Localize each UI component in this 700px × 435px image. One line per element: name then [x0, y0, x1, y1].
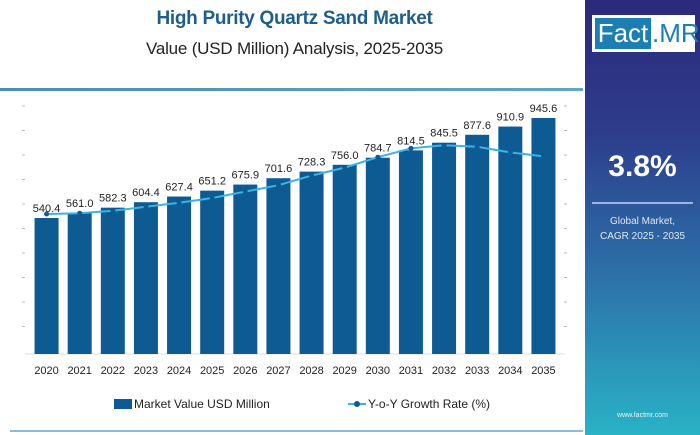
value-label-2035: 945.6	[530, 103, 558, 115]
bar-2022	[100, 207, 125, 354]
value-label-2029: 756.0	[331, 150, 359, 162]
value-label-2022: 582.3	[99, 193, 127, 205]
x-label-2021: 2021	[67, 365, 91, 377]
growth-dot-2028	[309, 173, 315, 179]
x-label-2024: 2024	[167, 365, 191, 377]
bar-2025	[200, 190, 225, 354]
cagr-value: 3.8%	[608, 150, 677, 183]
growth-dot-2021	[77, 210, 83, 216]
growth-dot-2022	[110, 208, 116, 214]
value-label-2034: 910.9	[497, 112, 525, 124]
value-labels-group: 540.4 561.0 582.3 604.4 627.4 651.2 675.9 701.6…	[33, 103, 557, 215]
x-label-2035: 2035	[531, 365, 555, 377]
growth-dot-2020	[44, 211, 50, 217]
x-label-2032: 2032	[432, 365, 456, 377]
website-url: www.factmr.com	[617, 412, 668, 419]
growth-dot-2034	[507, 149, 513, 155]
factmr-logo: Fact .MR	[592, 15, 700, 52]
value-label-2028: 728.3	[298, 157, 326, 169]
bar-2033	[465, 134, 490, 354]
bar-2024	[167, 196, 192, 354]
bar-2035	[531, 118, 556, 354]
left-axis-ticks	[22, 105, 25, 327]
legend-bar-swatch	[114, 399, 132, 409]
divider-top	[0, 88, 583, 91]
x-label-2025: 2025	[200, 365, 224, 377]
growth-dot-2035	[540, 153, 546, 159]
growth-dot-2027	[275, 182, 281, 188]
x-label-2020: 2020	[34, 365, 58, 377]
bar-2029	[332, 164, 357, 354]
cagr-label-line2: CAGR 2025 - 2035	[599, 231, 686, 242]
x-label-2031: 2031	[399, 365, 423, 377]
logo-mr-text: .MR	[652, 18, 700, 48]
chart-plot: 540.4 561.0 582.3 604.4 627.4 651.2 675.9 701.6…	[22, 103, 567, 377]
growth-dots-group	[44, 142, 546, 217]
bar-2026	[233, 184, 258, 354]
bar-2031	[398, 150, 423, 354]
growth-dot-2031	[408, 145, 414, 151]
growth-dot-2032	[441, 142, 447, 148]
bar-2034	[498, 126, 523, 354]
bar-2020	[34, 218, 59, 354]
cagr-label-line1: Global Market,	[609, 216, 676, 227]
right-axis-ticks	[564, 105, 567, 327]
logo-fact-text: Fact	[595, 18, 651, 49]
x-label-2027: 2027	[266, 365, 290, 377]
value-label-2026: 675.9	[232, 170, 260, 182]
x-label-2033: 2033	[465, 365, 489, 377]
growth-dot-2023	[143, 204, 149, 210]
bar-2027	[266, 178, 291, 354]
x-label-2029: 2029	[332, 365, 356, 377]
bar-2023	[133, 202, 158, 354]
bar-2030	[365, 157, 390, 354]
value-label-2024: 627.4	[165, 182, 193, 194]
value-label-2031: 814.5	[397, 135, 425, 147]
chart-frame: High Purity Quartz Sand Market Value (US…	[0, 8, 583, 432]
legend-line-label: Y-o-Y Growth Rate (%)	[368, 397, 491, 411]
value-label-2027: 701.6	[265, 163, 293, 175]
bars-group	[34, 118, 556, 354]
growth-dot-2026	[242, 189, 248, 195]
value-label-2021: 561.0	[66, 198, 94, 210]
value-label-2023: 604.4	[132, 187, 160, 199]
growth-dot-2033	[474, 144, 480, 150]
bar-2032	[432, 142, 457, 354]
bar-2028	[299, 171, 324, 354]
growth-dot-2024	[176, 200, 182, 206]
x-labels-group: 2020 2021 2022 2023 2024 2025 2026 2027 2028 2029…	[34, 365, 555, 377]
legend-bar-label: Market Value USD Million	[134, 397, 270, 411]
bar-2021	[67, 212, 92, 354]
growth-dot-2030	[375, 154, 381, 160]
growth-dot-2029	[342, 165, 348, 171]
legend-item-market-value: Market Value USD Million	[114, 397, 270, 411]
cagr-divider	[592, 202, 693, 204]
x-label-2028: 2028	[299, 365, 323, 377]
growth-dot-2025	[209, 195, 215, 201]
value-label-2025: 651.2	[198, 176, 226, 188]
cagr-label: Global Market, CAGR 2025 - 2035	[585, 214, 700, 244]
x-label-2034: 2034	[498, 365, 522, 377]
growth-rate-line	[46, 144, 544, 215]
x-label-2026: 2026	[233, 365, 257, 377]
legend-line-swatch	[348, 399, 366, 409]
x-label-2030: 2030	[366, 365, 390, 377]
x-label-2022: 2022	[101, 365, 125, 377]
x-label-2023: 2023	[134, 365, 158, 377]
divider-bottom	[10, 430, 583, 432]
side-panel	[585, 0, 700, 435]
value-label-2032: 845.5	[430, 128, 458, 140]
value-label-2020: 540.4	[33, 203, 61, 215]
chart-title: High Purity Quartz Sand Market	[156, 8, 433, 29]
legend-item-growth-rate: Y-o-Y Growth Rate (%)	[348, 397, 490, 411]
value-label-2033: 877.6	[463, 120, 491, 132]
chart-subtitle: Value (USD Million) Analysis, 2025-2035	[145, 39, 444, 58]
value-label-2030: 784.7	[364, 143, 392, 155]
